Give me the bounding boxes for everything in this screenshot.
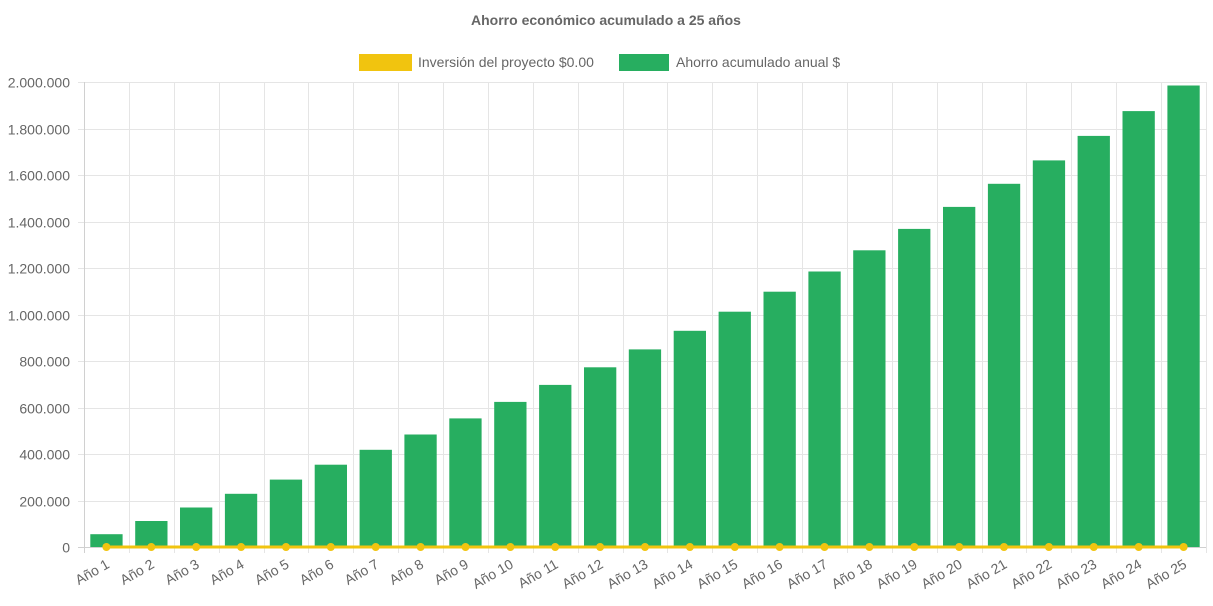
bar[interactable] <box>1077 135 1110 547</box>
bar[interactable] <box>180 507 213 548</box>
investment-point[interactable] <box>1089 543 1098 551</box>
y-tick-label: 200.000 <box>19 494 70 510</box>
x-tick-label: Año 24 <box>1098 556 1145 592</box>
bar[interactable] <box>224 493 258 547</box>
investment-point[interactable] <box>371 543 380 551</box>
bar[interactable] <box>987 183 1021 548</box>
bar[interactable] <box>404 434 437 548</box>
line-series <box>102 543 1188 551</box>
x-axis-ticks: Año 1 Año 2 Año 3 Año 4 Año 5 Año 6 Año 7 Año 8… <box>72 556 1189 592</box>
bar[interactable] <box>539 384 572 547</box>
investment-point[interactable] <box>1179 543 1188 551</box>
bar[interactable] <box>1122 111 1155 547</box>
bar-series <box>90 85 1200 548</box>
bar[interactable] <box>898 228 931 547</box>
x-tick-label: Año 22 <box>1008 556 1055 592</box>
investment-point[interactable] <box>775 543 784 551</box>
investment-point[interactable] <box>282 543 290 551</box>
legend-label-investment[interactable]: Inversión del proyecto $0.00 <box>418 54 594 70</box>
bar[interactable] <box>449 418 482 547</box>
x-tick-label: Año 4 <box>207 556 247 588</box>
investment-point[interactable] <box>1044 543 1053 551</box>
investment-point[interactable] <box>820 543 829 551</box>
legend: Inversión del proyecto $0.00 Ahorro acum… <box>359 54 840 71</box>
y-tick-label: 1.000.000 <box>8 308 70 324</box>
bar[interactable] <box>763 291 796 547</box>
x-tick-label: Año 17 <box>784 556 831 592</box>
bar[interactable] <box>718 311 751 547</box>
bar[interactable] <box>314 464 347 547</box>
investment-point[interactable] <box>596 543 605 551</box>
bar[interactable] <box>628 349 662 547</box>
investment-point[interactable] <box>955 543 964 551</box>
y-tick-label: 1.400.000 <box>8 215 70 231</box>
x-tick-label: Año 1 <box>72 556 112 588</box>
investment-point[interactable] <box>192 543 201 551</box>
bar[interactable] <box>584 367 617 547</box>
bar[interactable] <box>135 521 168 547</box>
y-tick-label: 1.600.000 <box>8 168 70 184</box>
x-tick-label: Año 16 <box>739 556 786 592</box>
investment-point[interactable] <box>326 543 335 551</box>
legend-swatch-investment[interactable] <box>359 54 412 71</box>
investment-point[interactable] <box>551 543 560 551</box>
investment-point[interactable] <box>910 543 919 551</box>
investment-point[interactable] <box>102 543 111 551</box>
x-tick-label: Año 15 <box>694 556 741 592</box>
x-tick-label: Año 2 <box>117 556 157 588</box>
bar[interactable] <box>673 330 706 547</box>
grid <box>78 82 1207 553</box>
y-tick-label: 600.000 <box>19 401 70 417</box>
bar[interactable] <box>943 206 976 547</box>
investment-point[interactable] <box>685 543 694 551</box>
y-tick-label: 1.200.000 <box>8 261 70 277</box>
x-tick-label: Año 6 <box>297 556 337 588</box>
investment-point[interactable] <box>730 543 739 551</box>
bar[interactable] <box>1167 85 1200 548</box>
x-tick-label: Año 11 <box>515 556 561 592</box>
x-tick-label: Año 14 <box>649 556 696 592</box>
x-tick-label: Año 5 <box>252 556 292 588</box>
x-tick-label: Año 7 <box>342 556 382 588</box>
bar[interactable] <box>269 479 303 547</box>
bar[interactable] <box>494 401 527 547</box>
x-tick-label: Año 20 <box>918 556 965 592</box>
y-tick-label: 0 <box>62 540 70 556</box>
investment-point[interactable] <box>506 543 515 551</box>
investment-point[interactable] <box>237 543 246 551</box>
x-tick-label: Año 13 <box>604 556 651 592</box>
y-tick-label: 800.000 <box>19 354 70 370</box>
x-tick-label: Año 10 <box>469 556 516 592</box>
investment-point[interactable] <box>641 543 649 551</box>
x-tick-label: Año 25 <box>1143 556 1190 592</box>
investment-point[interactable] <box>147 543 156 551</box>
chart-title: Ahorro económico acumulado a 25 años <box>471 12 741 28</box>
bar[interactable] <box>1032 160 1066 547</box>
bar[interactable] <box>853 250 886 548</box>
legend-swatch-savings[interactable] <box>619 54 669 71</box>
x-tick-label: Año 23 <box>1053 556 1100 592</box>
x-tick-label: Año 19 <box>873 556 920 592</box>
y-axis-ticks: 0 200.000 400.000 600.000 800.000 1.000.000 1.… <box>8 75 71 556</box>
investment-point[interactable] <box>461 543 470 551</box>
x-tick-label: Año 8 <box>386 556 426 588</box>
x-tick-label: Año 3 <box>162 556 202 588</box>
x-tick-label: Año 18 <box>828 556 875 592</box>
investment-point[interactable] <box>1000 543 1008 551</box>
investment-point[interactable] <box>865 543 874 551</box>
y-tick-label: 1.800.000 <box>8 122 70 138</box>
bar[interactable] <box>90 534 123 547</box>
bar[interactable] <box>359 449 392 547</box>
x-tick-label: Año 21 <box>963 556 1010 592</box>
y-tick-label: 400.000 <box>19 447 70 463</box>
investment-point[interactable] <box>416 543 425 551</box>
investment-point[interactable] <box>1134 543 1143 551</box>
bar[interactable] <box>808 271 841 548</box>
legend-label-savings[interactable]: Ahorro acumulado anual $ <box>676 54 840 70</box>
x-tick-label: Año 12 <box>559 556 606 592</box>
y-tick-label: 2.000.000 <box>8 75 70 91</box>
x-tick-label: Año 9 <box>431 556 471 588</box>
